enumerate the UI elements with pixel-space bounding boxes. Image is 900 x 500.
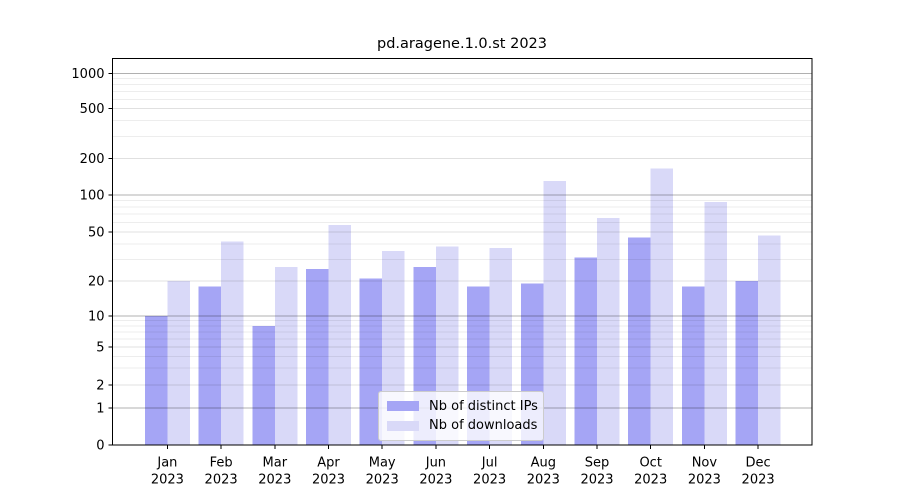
bar-distinct-ips [628, 237, 651, 445]
bar-downloads [597, 218, 620, 445]
legend-swatch-downloads [387, 420, 419, 431]
bar-distinct-ips [252, 326, 275, 445]
y-tick-label: 1 [96, 402, 104, 417]
y-tick-label: 200 [80, 152, 105, 167]
bar-downloads [221, 241, 244, 445]
bar-downloads [758, 235, 781, 445]
x-tick-label-year: 2023 [742, 473, 775, 488]
x-tick-label-year: 2023 [527, 473, 560, 488]
x-tick-label-year: 2023 [205, 473, 238, 488]
y-tick-label: 1000 [71, 67, 104, 82]
bar-distinct-ips [198, 286, 222, 445]
bar-downloads [274, 267, 298, 445]
bar-distinct-ips [735, 281, 759, 445]
bar-distinct-ips [144, 316, 168, 445]
legend-label-distinct-ips: Nb of distinct IPs [429, 398, 538, 414]
x-tick-label-month: Aug [531, 456, 556, 471]
x-tick-label-year: 2023 [312, 473, 345, 488]
legend-swatch-distinct-ips [387, 401, 419, 412]
x-tick-label-month: Oct [639, 456, 661, 471]
x-tick-label-year: 2023 [151, 473, 184, 488]
x-tick-label-month: Jun [425, 456, 446, 471]
legend-item-downloads: Nb of downloads [387, 418, 538, 434]
x-tick-label-year: 2023 [258, 473, 291, 488]
bar-distinct-ips [574, 257, 597, 445]
legend-item-distinct-ips: Nb of distinct IPs [387, 398, 538, 414]
bar-downloads [704, 201, 727, 445]
y-tick-label: 5 [96, 341, 104, 356]
bar-downloads [328, 225, 351, 445]
bar-downloads [167, 281, 190, 445]
x-tick-label-month: Dec [746, 456, 771, 471]
gridlines-layer [112, 72, 812, 409]
x-tick-label-month: Nov [692, 456, 718, 471]
x-tick-label-month: Mar [263, 456, 288, 471]
x-tick-label-year: 2023 [419, 473, 452, 488]
legend-label-downloads: Nb of downloads [429, 418, 538, 434]
y-tick-label: 10 [88, 310, 105, 325]
x-tick-label-month: Jul [481, 456, 498, 471]
y-tick-label: 20 [88, 275, 105, 290]
bar-downloads [543, 181, 566, 445]
x-tick-label-year: 2023 [366, 473, 399, 488]
chart-title: pd.aragene.1.0.st 2023 [376, 36, 547, 52]
x-tick-label-month: May [369, 456, 396, 471]
x-tick-label-year: 2023 [473, 473, 506, 488]
tick-label-layer: 0 1 2 5 10 20 50 100 200 500 1000 Jan 2023 Feb 2023 Mar… [71, 67, 774, 488]
bar-distinct-ips [359, 278, 383, 445]
bar-distinct-ips [681, 286, 705, 445]
y-tick-label: 2 [96, 379, 104, 394]
x-tick-label-month: Apr [317, 456, 340, 471]
x-tick-label-year: 2023 [580, 473, 613, 488]
legend: Nb of distinct IPs Nb of downloads [378, 391, 544, 441]
axes-frame [112, 58, 813, 446]
y-tick-label: 50 [88, 226, 105, 241]
axes-frame-layer [112, 58, 813, 446]
x-tick-label-month: Sep [585, 456, 610, 471]
x-tick-label-month: Feb [210, 456, 233, 471]
x-tick-label-month: Jan [156, 456, 177, 471]
tick-layer [108, 72, 759, 449]
bar-distinct-ips [306, 269, 329, 445]
y-tick-label: 100 [80, 189, 105, 204]
bar-downloads [650, 168, 674, 445]
y-tick-label: 0 [96, 439, 104, 454]
x-tick-label-year: 2023 [634, 473, 667, 488]
x-tick-label-year: 2023 [688, 473, 721, 488]
y-tick-label: 500 [80, 102, 105, 117]
